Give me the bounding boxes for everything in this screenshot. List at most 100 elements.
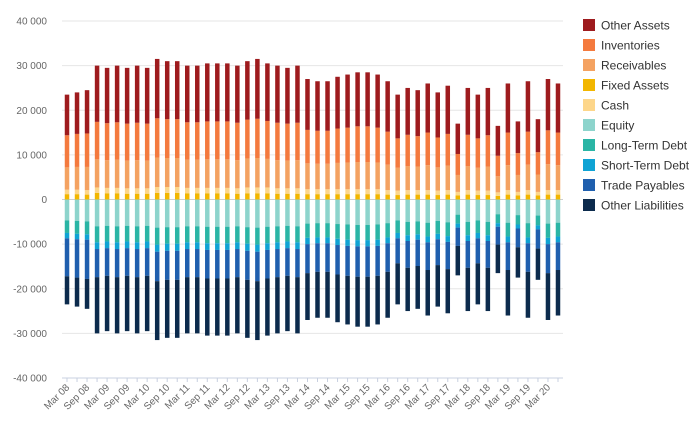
bar-segment-inventories	[345, 127, 350, 163]
bar-segment-cash	[195, 187, 200, 194]
bar-segment-inventories	[395, 138, 400, 168]
bar-segment-other-assets	[495, 125, 501, 156]
bar-segment-equity	[164, 199, 170, 228]
y-tick-label: -40 000	[13, 374, 47, 385]
bar-segment-fixed-assets	[375, 194, 380, 200]
bar-segment-fixed-assets	[74, 194, 80, 200]
bar-segment-trade-payables	[465, 241, 471, 268]
bar-segment-trade-payables	[555, 242, 561, 271]
bar-segment-other-assets	[275, 65, 280, 123]
bar-segment-other-liabilities	[195, 277, 200, 334]
bar-segment-inventories	[385, 131, 390, 165]
bar-segment-long-term-debt	[445, 222, 451, 237]
bar-segment-trade-payables	[74, 239, 80, 278]
bar-segment-equity	[355, 199, 360, 225]
bar-segment-cash	[84, 190, 90, 195]
bar-segment-short-term-debt	[375, 239, 380, 246]
bar-segment-receivables	[425, 165, 430, 191]
bar-segment-short-term-debt	[285, 241, 290, 249]
bar-segment-equity	[295, 199, 300, 227]
bar-segment-short-term-debt	[74, 233, 80, 240]
bar-segment-long-term-debt	[505, 222, 511, 237]
bar-segment-equity	[335, 199, 340, 225]
bar-segment-inventories	[445, 133, 451, 166]
bar-segment-inventories	[435, 137, 440, 168]
bar-segment-short-term-debt	[265, 243, 270, 250]
bar-segment-receivables	[455, 174, 461, 192]
bar-segment-inventories	[144, 123, 150, 161]
bar-segment-equity	[465, 199, 471, 222]
bar-segment-inventories	[134, 122, 140, 161]
bar-segment-equity	[275, 199, 280, 227]
bar-segment-trade-payables	[475, 238, 481, 264]
bar-segment-cash	[325, 189, 330, 195]
bar-segment-fixed-assets	[174, 192, 180, 200]
bar-segment-other-assets	[215, 63, 220, 122]
bar-segment-other-liabilities	[114, 277, 120, 334]
bar-segment-other-liabilities	[475, 263, 481, 305]
legend-item-short-term-debt: Short-Term Debt	[583, 159, 690, 173]
bar-segment-trade-payables	[64, 238, 70, 277]
bar-segment-other-assets	[144, 67, 150, 124]
bar-segment-other-assets	[505, 83, 511, 133]
bar-segment-equity	[555, 199, 561, 223]
bar-segment-fixed-assets	[295, 193, 300, 200]
bar-segment-long-term-debt	[305, 223, 310, 238]
bar-segment-inventories	[495, 155, 501, 177]
bar-segment-trade-payables	[445, 241, 451, 270]
bar-segment-inventories	[455, 153, 461, 175]
bar-segment-equity	[225, 199, 230, 227]
bar-segment-receivables	[265, 158, 270, 188]
bar-segment-long-term-debt	[255, 227, 260, 245]
bar-segment-trade-payables	[225, 249, 230, 279]
bar-segment-other-liabilities	[285, 275, 290, 332]
bar-segment-other-liabilities	[365, 276, 370, 327]
bar-segment-other-liabilities	[225, 278, 230, 336]
bar-segment-equity	[535, 199, 541, 216]
bar-segment-short-term-debt	[445, 236, 451, 242]
bar-segment-other-assets	[315, 81, 320, 131]
bar-segment-equity	[345, 199, 350, 225]
bar-segment-other-assets	[465, 87, 471, 135]
bar-segment-fixed-assets	[515, 195, 521, 200]
bar-segment-cash	[515, 191, 521, 196]
bar-segment-equity	[285, 199, 290, 226]
bar-segment-long-term-debt	[114, 226, 120, 243]
bar-segment-receivables	[475, 167, 481, 191]
bar-segment-other-liabilities	[84, 278, 90, 309]
bar-segment-trade-payables	[295, 249, 300, 278]
bar-segment-other-assets	[285, 67, 290, 124]
bar-segment-long-term-debt	[355, 224, 360, 241]
bar-segment-long-term-debt	[74, 220, 80, 234]
bar-segment-long-term-debt	[245, 227, 250, 244]
bar-segment-equity	[485, 199, 491, 222]
legend-label: Receivables	[601, 59, 666, 73]
bar-segment-long-term-debt	[144, 225, 150, 242]
bar-segment-long-term-debt	[525, 223, 531, 238]
bar-segment-other-liabilities	[124, 275, 130, 332]
bar-segment-fixed-assets	[405, 194, 410, 200]
bar-segment-other-assets	[295, 65, 300, 123]
bar-segment-other-liabilities	[154, 281, 160, 341]
y-tick-label: -30 000	[13, 329, 47, 340]
bar-segment-other-assets	[245, 61, 250, 120]
bar-segment-equity	[134, 199, 140, 227]
bar-segment-short-term-debt	[275, 242, 280, 250]
y-tick-label: 30 000	[16, 61, 47, 72]
bar-segment-equity	[365, 199, 370, 225]
legend-swatch	[583, 159, 595, 171]
bar-segment-other-liabilities	[255, 281, 260, 341]
bar-segment-trade-payables	[375, 245, 380, 276]
bar-segment-other-liabilities	[545, 273, 551, 320]
bar-segment-cash	[74, 189, 80, 195]
bar-segment-other-assets	[174, 61, 180, 120]
bar-segment-other-liabilities	[215, 278, 220, 336]
bar-segment-short-term-debt	[555, 236, 561, 243]
bar-segment-other-assets	[104, 67, 110, 124]
legend-item-cash: Cash	[583, 99, 629, 113]
legend-item-receivables: Receivables	[583, 59, 666, 73]
bar-segment-long-term-debt	[84, 221, 90, 235]
bar-segment-fixed-assets	[545, 194, 551, 200]
bar-segment-equity	[375, 199, 380, 225]
bar-segment-inventories	[104, 123, 110, 161]
